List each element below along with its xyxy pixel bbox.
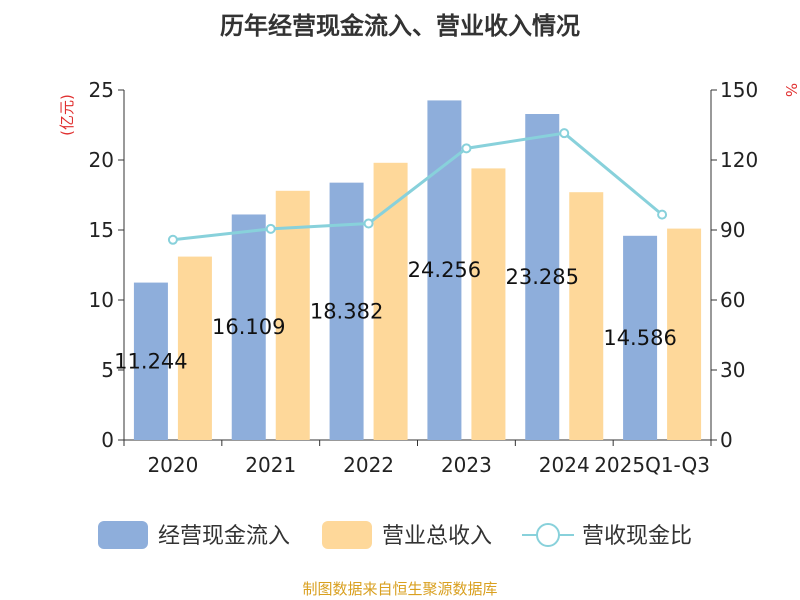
legend-label: 营收现金比 bbox=[582, 524, 692, 549]
y-left-tick-label: 5 bbox=[101, 358, 114, 382]
y-left-tick-label: 10 bbox=[89, 288, 114, 312]
chart-title: 历年经营现金流入、营业收入情况 bbox=[220, 12, 580, 40]
bar-value-label: 14.586 bbox=[603, 326, 676, 350]
y-right-tick-label: 90 bbox=[720, 218, 745, 242]
y-right-tick-label: 60 bbox=[720, 288, 745, 312]
bar-cash-inflow bbox=[133, 282, 168, 440]
ratio-point bbox=[559, 128, 570, 139]
bar-value-label: 16.109 bbox=[212, 315, 285, 339]
axes: 0 5 10 15 20 25 0 30 60 90 120 150 (亿元)% 2020 2021 2022… bbox=[58, 78, 800, 477]
bar-cash-inflow bbox=[623, 235, 658, 440]
bar-cash-inflow bbox=[525, 114, 560, 440]
ratio-line-path bbox=[172, 131, 664, 242]
y-right-tick-label: 0 bbox=[720, 428, 733, 452]
bar-revenue bbox=[373, 162, 408, 441]
y-left-tick-label: 20 bbox=[89, 148, 114, 172]
x-tick-label: 2023 bbox=[441, 453, 492, 477]
legend-label: 经营现金流入 bbox=[158, 524, 290, 549]
y-left-tick-label: 0 bbox=[101, 428, 114, 452]
ratio-point bbox=[461, 143, 472, 154]
bar-value-label: 23.285 bbox=[506, 265, 579, 289]
legend-swatch bbox=[322, 521, 372, 549]
bar-revenue bbox=[569, 192, 604, 440]
x-tick-label: 2025Q1-Q3 bbox=[594, 453, 710, 477]
y-left-tick-label: 25 bbox=[89, 78, 114, 102]
bar-value-label: 24.256 bbox=[408, 258, 481, 282]
legend-swatch-marker bbox=[536, 523, 560, 547]
y-right-unit-label: % bbox=[782, 83, 800, 97]
y-left-unit-label: (亿元) bbox=[58, 94, 76, 136]
x-tick-label: 2021 bbox=[245, 453, 296, 477]
ratio-point bbox=[363, 218, 374, 229]
ratio-point bbox=[657, 209, 668, 220]
y-right-tick-label: 30 bbox=[720, 358, 745, 382]
ratio-point bbox=[167, 234, 178, 245]
bar-revenue bbox=[275, 190, 310, 440]
bar-value-label: 18.382 bbox=[310, 299, 383, 323]
bars bbox=[133, 100, 702, 441]
bar-value-label: 11.244 bbox=[114, 349, 187, 373]
bar-cash-inflow bbox=[231, 214, 266, 440]
y-right-tick-label: 120 bbox=[720, 148, 758, 172]
source-footer: 制图数据来自恒生聚源数据库 bbox=[302, 580, 498, 598]
bar-revenue bbox=[667, 228, 702, 440]
x-tick-label: 2024 bbox=[539, 453, 590, 477]
legend-label: 营业总收入 bbox=[382, 524, 492, 549]
bar-revenue bbox=[471, 168, 506, 440]
y-right-tick-label: 150 bbox=[720, 78, 758, 102]
ratio-line bbox=[167, 128, 668, 245]
x-tick-label: 2020 bbox=[147, 453, 198, 477]
data-labels: 11.244 16.109 18.382 24.256 23.285 14.586 bbox=[114, 258, 677, 373]
x-tick-label: 2022 bbox=[343, 453, 394, 477]
bar-revenue bbox=[177, 256, 212, 440]
ratio-point bbox=[265, 223, 276, 234]
legend: 经营现金流入 营业总收入 营收现金比 bbox=[98, 521, 692, 549]
y-left-tick-label: 15 bbox=[89, 218, 114, 242]
legend-swatch bbox=[98, 521, 148, 549]
